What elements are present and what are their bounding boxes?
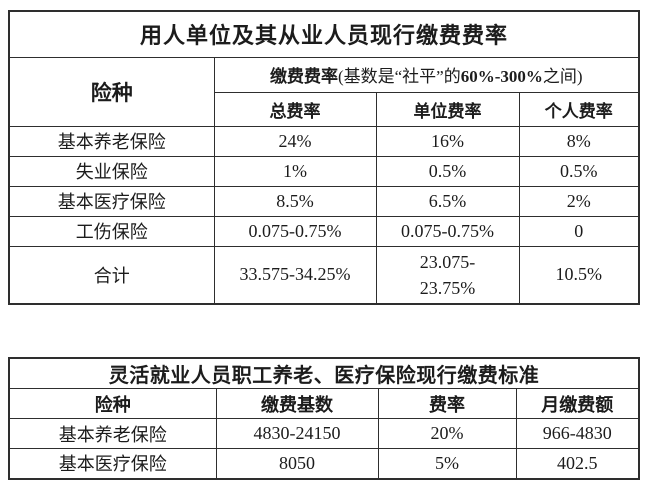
flexible-employment-table-container: 灵活就业人员职工养老、医疗保险现行缴费标准 险种 缴费基数 费率 月缴费额 基本… — [8, 357, 640, 480]
table2-rate-header: 费率 — [377, 388, 517, 419]
employer-rate-cell: 0.075-0.75% — [375, 215, 520, 247]
total-rate-cell: 24% — [213, 125, 377, 157]
total-rate-cell: 1% — [213, 155, 377, 187]
table2-monthly-header: 月缴费额 — [515, 388, 640, 419]
table1-risk-type-header: 险种 — [8, 56, 215, 127]
table-row-pension-flexible: 基本养老保险 4830-24150 20% 966-4830 — [8, 418, 640, 449]
personal-rate-cell: 8% — [518, 125, 640, 157]
rate-header-suffix: 之间) — [542, 67, 583, 86]
insurance-name-cell: 工伤保险 — [8, 215, 215, 247]
table1-title: 用人单位及其从业人员现行缴费费率 — [8, 10, 640, 58]
table2-title-row: 灵活就业人员职工养老、医疗保险现行缴费标准 — [8, 357, 640, 389]
rate-header-mid: (基数是“社平”的 — [337, 67, 461, 86]
total-label-cell: 合计 — [8, 245, 215, 305]
employer-sum-line1: 23.075- — [419, 251, 476, 272]
personal-rate-cell: 0.5% — [518, 155, 640, 187]
employer-rate-cell: 0.5% — [375, 155, 520, 187]
personal-rate-cell: 0 — [518, 215, 640, 247]
monthly-amount-cell: 966-4830 — [515, 418, 640, 449]
table-row-work-injury: 工伤保险 0.075-0.75% 0.075-0.75% 0 — [8, 215, 640, 247]
employer-rate-cell: 16% — [375, 125, 520, 157]
insurance-name-cell: 基本医疗保险 — [8, 448, 217, 479]
table1-rate-header: 缴费费率(基数是“社平”的60%-300%之间) — [213, 56, 640, 93]
personal-rate-sum-cell: 10.5% — [518, 245, 640, 305]
table-row-unemployment: 失业保险 1% 0.5% 0.5% — [8, 155, 640, 187]
base-cell: 4830-24150 — [215, 418, 379, 449]
table2-title: 灵活就业人员职工养老、医疗保险现行缴费标准 — [8, 357, 640, 389]
personal-rate-cell: 2% — [518, 185, 640, 217]
employer-sum-line2: 23.75% — [419, 277, 476, 298]
insurance-name-cell: 基本医疗保险 — [8, 185, 215, 217]
table-row-medical-flexible: 基本医疗保险 8050 5% 402.5 — [8, 448, 640, 479]
insurance-name-cell: 基本养老保险 — [8, 125, 215, 157]
personal-rate-header: 个人费率 — [518, 91, 640, 127]
table-row-pension: 基本养老保险 24% 16% 8% — [8, 125, 640, 157]
base-cell: 8050 — [215, 448, 379, 479]
total-rate-sum-cell: 33.575-34.25% — [213, 245, 377, 305]
table-row-medical: 基本医疗保险 8.5% 6.5% 2% — [8, 185, 640, 217]
table2-header-row: 险种 缴费基数 费率 月缴费额 — [8, 388, 640, 419]
employer-rates-table: 用人单位及其从业人员现行缴费费率 险种 缴费费率(基数是“社平”的60%-300… — [8, 10, 641, 305]
insurance-name-cell: 失业保险 — [8, 155, 215, 187]
flexible-employment-table: 灵活就业人员职工养老、医疗保险现行缴费标准 险种 缴费基数 费率 月缴费额 基本… — [8, 357, 640, 480]
rate-header-bold-prefix: 缴费费率 — [269, 67, 338, 86]
table1-header-row-2: 总费率 单位费率 个人费率 — [9, 91, 640, 127]
monthly-amount-cell: 402.5 — [515, 448, 640, 479]
table1-title-row: 用人单位及其从业人员现行缴费费率 — [8, 10, 640, 58]
employer-rates-table-container: 用人单位及其从业人员现行缴费费率 险种 缴费费率(基数是“社平”的60%-300… — [8, 10, 641, 305]
employer-rate-sum-cell: 23.075- 23.75% — [375, 245, 520, 305]
rate-cell: 5% — [377, 448, 517, 479]
employer-rate-header: 单位费率 — [375, 91, 520, 127]
total-rate-header: 总费率 — [213, 91, 377, 127]
table1-header-row-1: 险种 缴费费率(基数是“社平”的60%-300%之间) — [8, 56, 640, 127]
insurance-name-cell: 基本养老保险 — [8, 418, 217, 449]
total-rate-cell: 8.5% — [213, 185, 377, 217]
rate-cell: 20% — [377, 418, 517, 449]
table-row-total: 合计 33.575-34.25% 23.075- 23.75% 10.5% — [8, 245, 640, 305]
table2-risk-type-header: 险种 — [8, 388, 217, 419]
rate-header-range: 60%-300% — [460, 67, 543, 86]
total-rate-cell: 0.075-0.75% — [213, 215, 377, 247]
table2-base-header: 缴费基数 — [215, 388, 379, 419]
employer-rate-cell: 6.5% — [375, 185, 520, 217]
